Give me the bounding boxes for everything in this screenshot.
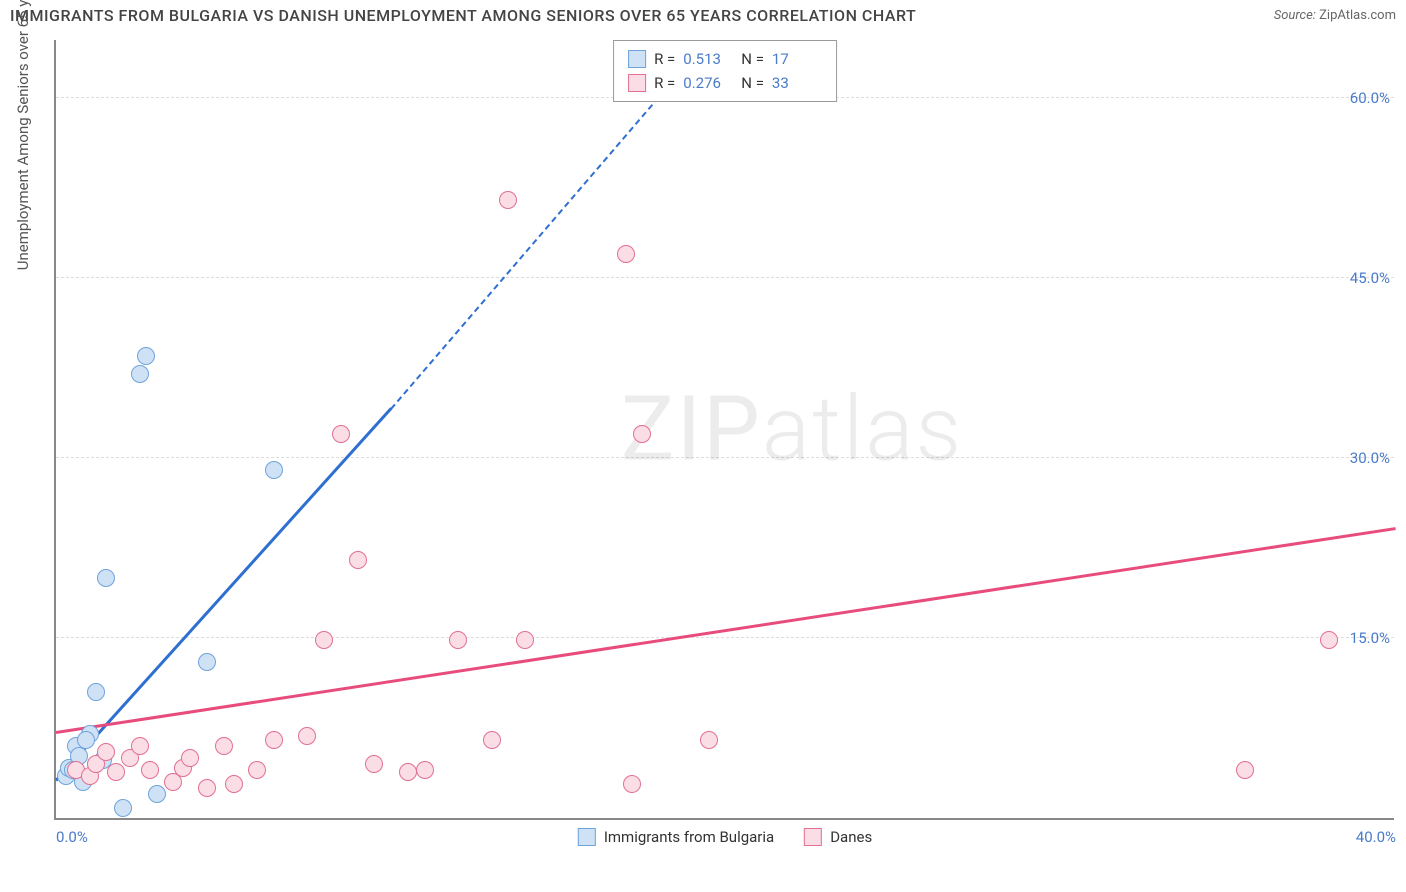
data-point xyxy=(87,683,105,701)
n-value-1: 33 xyxy=(772,71,822,95)
data-point xyxy=(215,737,233,755)
r-label-0: R = xyxy=(654,47,675,71)
data-point xyxy=(633,425,651,443)
y-tick-label: 30.0% xyxy=(1350,449,1398,467)
watermark-brand-b: atlas xyxy=(762,377,963,482)
data-point xyxy=(516,631,534,649)
data-point xyxy=(265,731,283,749)
data-point xyxy=(198,779,216,797)
chart-area: ZIPatlas R = 0.513 N = 17 R = 0.276 N = … xyxy=(54,40,1394,820)
data-point xyxy=(617,245,635,263)
data-point xyxy=(107,763,125,781)
correlation-legend: R = 0.513 N = 17 R = 0.276 N = 33 xyxy=(613,40,837,102)
data-point xyxy=(416,761,434,779)
data-point xyxy=(1320,631,1338,649)
gridline xyxy=(56,457,1394,458)
data-point xyxy=(181,749,199,767)
data-point xyxy=(1236,761,1254,779)
series-legend: Immigrants from Bulgaria Danes xyxy=(578,828,872,846)
n-label-0: N = xyxy=(741,47,764,71)
data-point xyxy=(700,731,718,749)
chart-title: IMMIGRANTS FROM BULGARIA VS DANISH UNEMP… xyxy=(10,6,916,25)
n-label-1: N = xyxy=(741,71,764,95)
data-point xyxy=(141,761,159,779)
data-point xyxy=(148,785,166,803)
legend-row-series-0: R = 0.513 N = 17 xyxy=(628,47,822,71)
legend-item-1: Danes xyxy=(804,828,872,846)
data-point xyxy=(349,551,367,569)
legend-row-series-1: R = 0.276 N = 33 xyxy=(628,71,822,95)
legend-label-0: Immigrants from Bulgaria xyxy=(604,828,774,846)
data-point xyxy=(483,731,501,749)
n-value-0: 17 xyxy=(772,47,822,71)
legend-item-0: Immigrants from Bulgaria xyxy=(578,828,774,846)
data-point xyxy=(265,461,283,479)
source-value: ZipAtlas.com xyxy=(1319,8,1396,23)
y-axis-label: Unemployment Among Seniors over 65 years xyxy=(14,0,32,270)
x-tick-label: 40.0% xyxy=(1356,828,1396,846)
legend-swatch-0 xyxy=(628,50,646,68)
data-point xyxy=(399,763,417,781)
r-label-1: R = xyxy=(654,71,675,95)
x-tick-label: 0.0% xyxy=(56,828,88,846)
data-point xyxy=(332,425,350,443)
data-point xyxy=(131,365,149,383)
data-point xyxy=(449,631,467,649)
data-point xyxy=(225,775,243,793)
gridline xyxy=(56,637,1394,638)
data-point xyxy=(137,347,155,365)
gridline xyxy=(56,277,1394,278)
y-tick-label: 60.0% xyxy=(1350,89,1398,107)
data-point xyxy=(77,731,95,749)
legend-swatch-bottom-1 xyxy=(804,828,822,846)
data-point xyxy=(97,743,115,761)
source-label: Source: xyxy=(1274,8,1316,23)
watermark: ZIPatlas xyxy=(621,377,963,482)
data-point xyxy=(131,737,149,755)
title-bar: IMMIGRANTS FROM BULGARIA VS DANISH UNEMP… xyxy=(10,6,1396,25)
r-value-1: 0.276 xyxy=(683,71,733,95)
data-point xyxy=(623,775,641,793)
data-point xyxy=(97,569,115,587)
data-point xyxy=(248,761,266,779)
data-point xyxy=(298,727,316,745)
plot-region: ZIPatlas R = 0.513 N = 17 R = 0.276 N = … xyxy=(54,40,1394,820)
data-point xyxy=(499,191,517,209)
data-point xyxy=(114,799,132,817)
legend-swatch-1 xyxy=(628,74,646,92)
data-point xyxy=(198,653,216,671)
r-value-0: 0.513 xyxy=(683,47,733,71)
y-tick-label: 45.0% xyxy=(1350,269,1398,287)
legend-label-1: Danes xyxy=(830,828,872,846)
source-attribution: Source: ZipAtlas.com xyxy=(1274,8,1396,23)
data-point xyxy=(315,631,333,649)
data-point xyxy=(365,755,383,773)
y-tick-label: 15.0% xyxy=(1350,629,1398,647)
legend-swatch-bottom-0 xyxy=(578,828,596,846)
